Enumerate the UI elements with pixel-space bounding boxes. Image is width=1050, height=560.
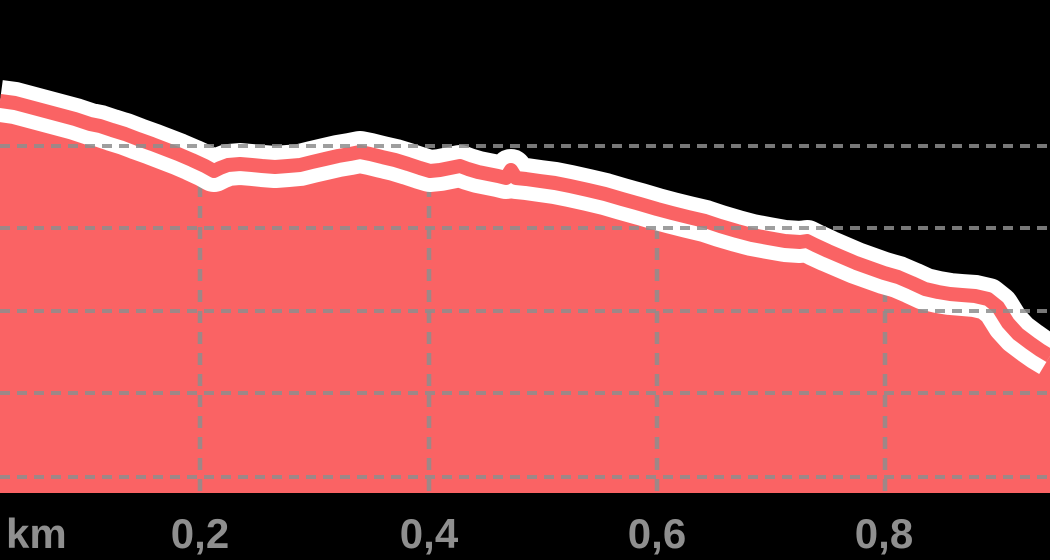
x-axis-unit-label: km xyxy=(6,510,67,557)
elevation-line xyxy=(0,94,1050,363)
x-tick-label: 0,8 xyxy=(855,510,913,557)
x-tick-label: 0,2 xyxy=(171,510,229,557)
x-tick-label: 0,6 xyxy=(628,510,686,557)
x-axis-labels: km 0,2 0,4 0,6 0,8 xyxy=(6,510,913,557)
h-gridlines xyxy=(0,144,1050,479)
x-tick-label: 0,4 xyxy=(400,510,459,557)
